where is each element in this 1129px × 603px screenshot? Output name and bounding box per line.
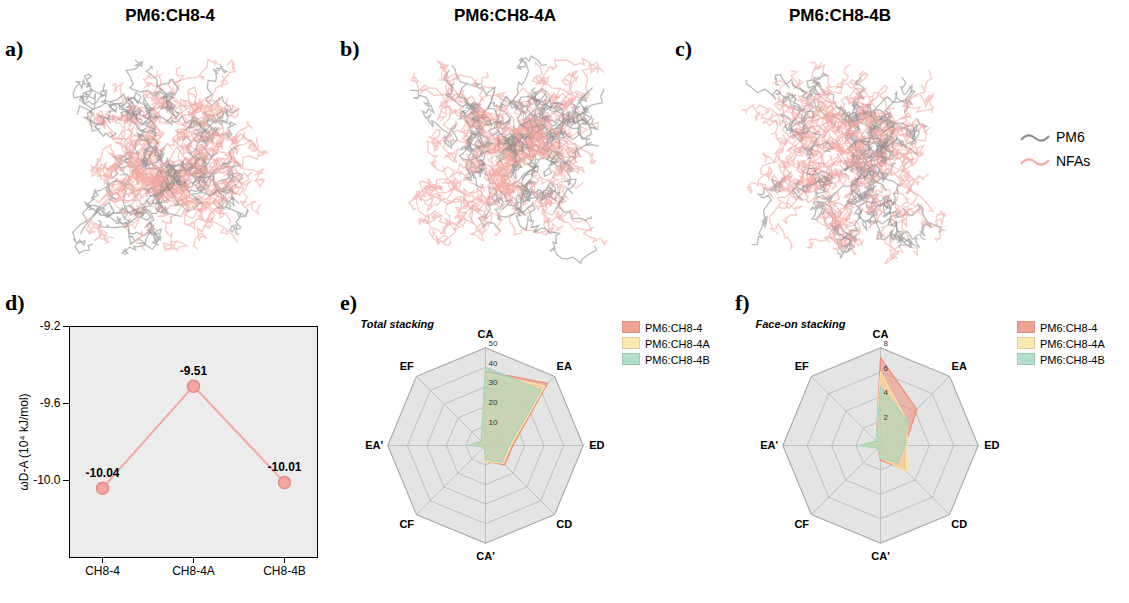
html-text:PM6:CH8-4A: PM6:CH8-4A <box>1040 338 1105 350</box>
svg-text:EF: EF <box>795 360 809 372</box>
svg-text:EA': EA' <box>760 439 778 451</box>
svg-text:CA: CA <box>478 328 494 340</box>
svg-text:CD: CD <box>951 518 967 530</box>
svg-text:-9.2: -9.2 <box>40 319 61 333</box>
svg-text:EA: EA <box>952 360 967 372</box>
html-text:PM6:CH8-4A: PM6:CH8-4A <box>645 338 710 350</box>
svg-text:-10.0: -10.0 <box>33 473 61 487</box>
svg-text:CA: CA <box>873 328 889 340</box>
html-text:PM6:CH8-4B: PM6:CH8-4B <box>645 354 710 366</box>
html-text:e): e) <box>340 290 358 315</box>
svg-text:8: 8 <box>884 339 889 348</box>
svg-text:CA': CA' <box>476 550 495 562</box>
svg-text:Face-on stacking: Face-on stacking <box>756 318 846 330</box>
svg-text:-10.01: -10.01 <box>267 460 301 474</box>
svg-text:2: 2 <box>884 413 889 422</box>
svg-text:10: 10 <box>489 418 498 427</box>
svg-text:CH8-4B: CH8-4B <box>263 564 306 578</box>
svg-text:ED: ED <box>589 439 604 451</box>
svg-text:CH8-4A: CH8-4A <box>172 564 215 578</box>
svg-text:CF: CF <box>399 518 414 530</box>
svg-text:4: 4 <box>884 388 889 397</box>
html-text:d): d) <box>5 290 25 315</box>
html-text:PM6:CH8-4B: PM6:CH8-4B <box>789 6 891 25</box>
svg-text:EA': EA' <box>365 439 383 451</box>
html-text:f): f) <box>735 290 750 315</box>
html-text:PM6:CH8-4: PM6:CH8-4 <box>1040 322 1098 334</box>
svg-text:EA: EA <box>557 360 572 372</box>
svg-text:50: 50 <box>489 339 498 348</box>
svg-text:Total stacking: Total stacking <box>361 318 435 330</box>
svg-text:CH8-4: CH8-4 <box>85 564 120 578</box>
html-text:a): a) <box>5 36 24 61</box>
html-text:b): b) <box>340 36 360 61</box>
html-text:NFAs: NFAs <box>1056 153 1091 169</box>
html-text:PM6:CH8-4B: PM6:CH8-4B <box>1040 354 1105 366</box>
svg-text:40: 40 <box>489 359 498 368</box>
svg-text:6: 6 <box>884 364 889 373</box>
html-text:PM6: PM6 <box>1056 129 1085 145</box>
svg-text:CD: CD <box>556 518 572 530</box>
html-text:c): c) <box>675 36 693 61</box>
svg-text:-9.51: -9.51 <box>180 364 208 378</box>
html-text:PM6:CH8-4A: PM6:CH8-4A <box>454 6 556 25</box>
svg-text:20: 20 <box>489 398 498 407</box>
svg-text:EF: EF <box>400 360 414 372</box>
svg-text:30: 30 <box>489 378 498 387</box>
html-text:PM6:CH8-4: PM6:CH8-4 <box>125 6 215 25</box>
svg-text:ED: ED <box>984 439 999 451</box>
svg-text:CA': CA' <box>871 550 890 562</box>
html-text:PM6:CH8-4: PM6:CH8-4 <box>645 322 703 334</box>
svg-text:ωD-A (10⁴ kJ/mol): ωD-A (10⁴ kJ/mol) <box>17 393 31 490</box>
svg-text:-10.04: -10.04 <box>85 466 119 480</box>
svg-text:-9.6: -9.6 <box>40 396 61 410</box>
svg-text:CF: CF <box>794 518 809 530</box>
